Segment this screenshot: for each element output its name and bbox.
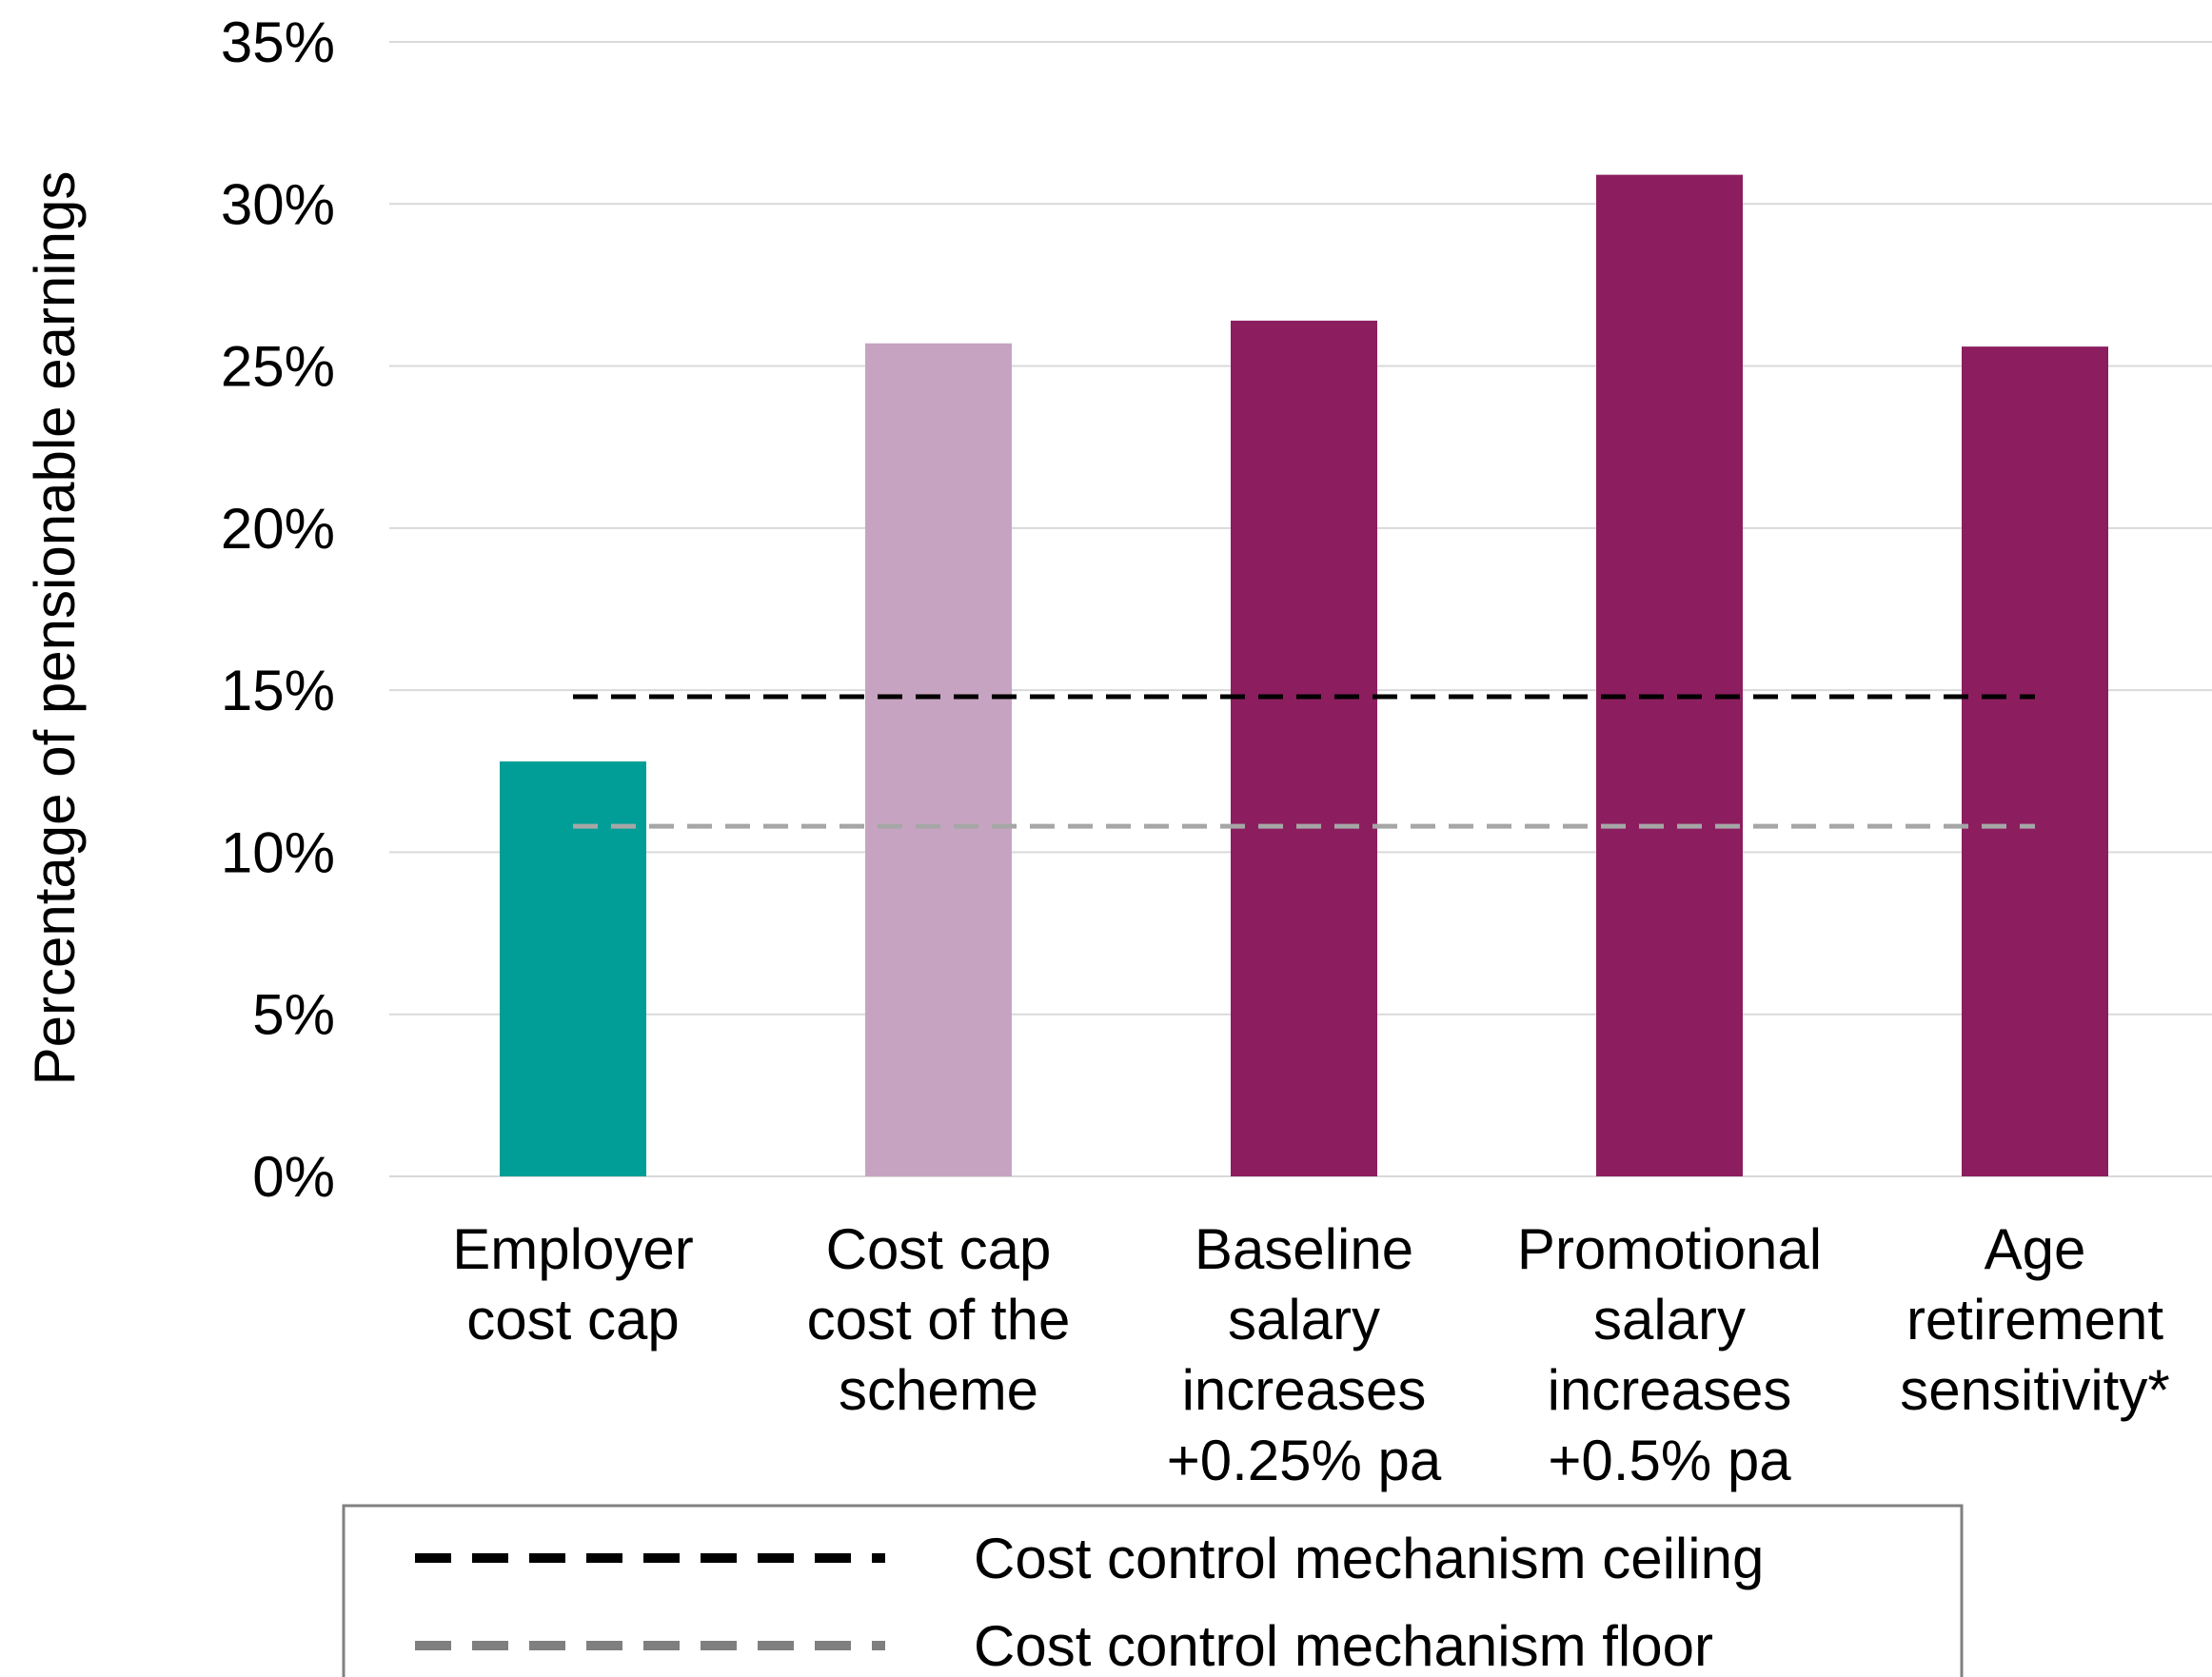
legend: Cost control mechanism ceiling Cost contr… (342, 1504, 1964, 1677)
bar (865, 343, 1012, 1176)
x-category-label: Baseline salary increases +0.25% pa (1167, 1217, 1442, 1492)
y-tick-label: 0% (252, 1145, 335, 1209)
y-tick-label: 35% (221, 10, 335, 74)
y-tick-label: 5% (252, 983, 335, 1047)
y-axis-ticks: 0% 5% 10% 15% 20% 25% 30% 35% (221, 10, 335, 1209)
x-category-label-line: Baseline (1195, 1217, 1413, 1281)
y-tick-label: 15% (221, 659, 335, 722)
x-category-label-line: increases (1548, 1358, 1792, 1422)
x-category-label-line: +0.5% pa (1548, 1429, 1791, 1492)
y-tick-label: 25% (221, 335, 335, 399)
y-tick-label: 10% (221, 820, 335, 884)
x-category-label-line: retirement (1906, 1288, 2163, 1351)
x-category-label-line: Cost cap (826, 1217, 1052, 1281)
x-category-label: Employer cost cap (452, 1217, 693, 1351)
x-category-label-line: Promotional (1517, 1217, 1822, 1281)
bar (1596, 174, 1743, 1177)
bar (1231, 320, 1377, 1176)
legend-box (342, 1504, 1964, 1677)
x-category-label: Age retirement sensitivity* (1900, 1217, 2169, 1422)
x-category-label-line: sensitivity* (1900, 1358, 2169, 1422)
x-category-label-line: salary (1228, 1288, 1380, 1351)
x-category-label-line: Age (1985, 1217, 2086, 1281)
y-tick-label: 20% (221, 497, 335, 561)
x-category-label: Cost cap cost of the scheme (807, 1217, 1071, 1422)
legend-label: Cost control mechanism ceiling (974, 1527, 1764, 1590)
x-category-label-line: increases (1182, 1358, 1427, 1422)
bar (1962, 346, 2108, 1176)
bars (500, 174, 2108, 1177)
legend-label: Cost control mechanism floor (974, 1614, 1713, 1677)
x-category-label-line: cost of the (807, 1288, 1071, 1351)
x-category-label: Promotional salary increases +0.5% pa (1517, 1217, 1822, 1492)
x-category-label-line: scheme (839, 1358, 1038, 1422)
legend-entries: Cost control mechanism ceiling Cost contr… (415, 1527, 1764, 1677)
x-category-label-line: +0.25% pa (1167, 1429, 1442, 1492)
y-tick-label: 30% (221, 172, 335, 236)
x-axis-category-labels: Employer cost cap Cost cap cost of the schem… (452, 1217, 2169, 1492)
reference-lines (573, 694, 2035, 829)
x-category-label-line: salary (1593, 1288, 1746, 1351)
y-axis-title: Percentage of pensionable earnings (23, 171, 87, 1086)
x-category-label-line: cost cap (466, 1288, 679, 1351)
bar (500, 761, 646, 1176)
x-category-label-line: Employer (452, 1217, 693, 1281)
